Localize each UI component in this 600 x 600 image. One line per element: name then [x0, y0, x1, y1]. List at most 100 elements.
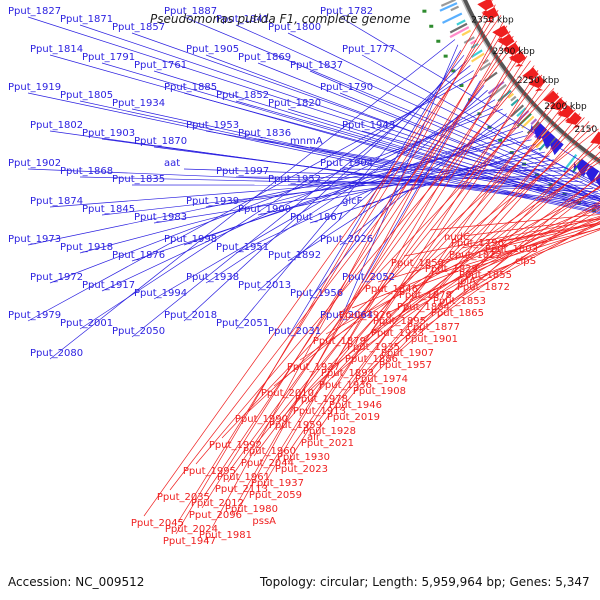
- gene-label-minus: Pput_1936: [319, 380, 372, 391]
- minus-label-line: [177, 9, 499, 523]
- gene-label-minus: pssA: [252, 516, 276, 527]
- minus-label-line: [203, 35, 514, 497]
- gene-label-minus: Pput_1937: [251, 478, 304, 489]
- minus-label-line: [437, 222, 600, 263]
- gene-label-minus: Pput_1927: [287, 362, 340, 373]
- backbone-highlight: [461, 0, 600, 166]
- gene-labels: Pput_1827Pput_1871Pput_1857Pput_1887Pput…: [8, 6, 538, 547]
- gene-label-minus: Pput_1978: [295, 394, 348, 405]
- gene-label-minus: Pput_1913: [293, 406, 346, 417]
- feature-bar: [442, 12, 463, 24]
- gene-label-minus: Pput_2021: [301, 438, 354, 449]
- gene-label-minus: lolA: [457, 276, 476, 287]
- gene-label-minus: Pput_1877: [407, 322, 460, 333]
- minus-label-line: [391, 173, 600, 359]
- gene-label-minus: Pput_1947: [163, 536, 216, 547]
- gene-label-minus: Pput_1959: [269, 420, 322, 431]
- gene-label-plus: Pput_1953: [186, 120, 239, 131]
- gene-label-plus: Pput_1852: [216, 90, 269, 101]
- plus-label-line: [153, 146, 600, 205]
- scale-label: 2150 kbp: [574, 125, 600, 135]
- gene-label-minus: Pput_1930: [277, 452, 330, 463]
- minus-strand-gene: [497, 33, 515, 50]
- minus-label-line: [313, 92, 559, 437]
- backbone-ring: [461, 0, 600, 166]
- gene-label-plus: Pput_1938: [186, 272, 239, 283]
- gene-label-minus: Pput_1901: [405, 334, 458, 345]
- minus-label-line: [497, 223, 600, 243]
- plus-label-line: [309, 70, 600, 198]
- gene-label-plus: Pput_1983: [134, 212, 187, 223]
- gene-label-minus: Pput_2044: [241, 458, 294, 469]
- gene-label-plus: Pput_1917: [82, 280, 135, 291]
- gene-label-plus: Pput_2051: [216, 318, 269, 329]
- gene-label-plus: Pput_1827: [8, 6, 61, 17]
- gc-mark: [436, 39, 441, 43]
- feature-bar: [439, 2, 458, 12]
- gene-label-minus: Pput_1980: [225, 504, 278, 515]
- feature-bar: [510, 104, 525, 118]
- minus-label-line: [255, 83, 551, 445]
- gene-label-plus: Pput_1892: [268, 250, 321, 261]
- gene-label-minus: Pput_2023: [275, 464, 328, 475]
- feature-bar: [463, 36, 475, 44]
- gc-mark: [429, 24, 434, 28]
- minus-label-line: [417, 202, 600, 333]
- feature-bar: [440, 0, 456, 7]
- plus-label-line: [235, 176, 578, 179]
- gene-label-minus: Pput_1960: [243, 446, 296, 457]
- minus-strand-gene: [528, 75, 546, 92]
- feature-bar: [516, 107, 527, 117]
- gene-label-plus: Pput_1876: [112, 250, 165, 261]
- feature-bar: [449, 22, 468, 34]
- gene-label-plus: Pput_2031: [268, 326, 321, 337]
- minus-label-line: [261, 45, 521, 489]
- minus-label-line: [169, 40, 517, 491]
- gc-mark: [459, 83, 464, 87]
- gene-label-plus: Pput_1869: [238, 52, 291, 63]
- gene-label-minus: Pput_1946: [329, 400, 382, 411]
- scale-label: 2200 kbp: [544, 102, 587, 112]
- feature-bar: [450, 5, 460, 12]
- gene-label-plus: Pput_1994: [134, 288, 187, 299]
- gene-label-plus: Pput_1900: [238, 204, 291, 215]
- gene-label-plus: Pput_1887: [164, 6, 217, 17]
- gene-label-minus: alr: [307, 432, 321, 443]
- gene-label-plus: Pput_2013: [238, 280, 291, 291]
- minus-label-line: [237, 30, 511, 503]
- minus-label-line: [201, 25, 508, 509]
- minus-label-line: [435, 223, 600, 275]
- topology-label: Topology: circular; Length: 5,959,964 bp…: [259, 575, 590, 589]
- gene-label-minus: Pput_1961: [217, 472, 270, 483]
- plus-label-line: [49, 167, 564, 208]
- scale-label: 2300 kbp: [492, 47, 535, 57]
- gene-label-plus: Pput_1885: [164, 82, 217, 93]
- plus-label-line: [79, 176, 593, 189]
- plus-label-line: [309, 147, 541, 224]
- minus-strand-gene: [503, 42, 521, 58]
- minus-label-line: [461, 222, 600, 249]
- gene-label-minus: Pput_1895: [373, 316, 426, 327]
- gene-label-plus: Pput_1871: [60, 14, 113, 25]
- gene-label-plus: glcF: [342, 196, 363, 207]
- gene-label-minus: Pput_1879: [313, 336, 366, 347]
- minus-label-line: [175, 0, 493, 535]
- plus-label-line: [27, 75, 478, 322]
- minus-label-line: [495, 228, 600, 255]
- gene-label-minus: Pput_1796: [451, 238, 504, 249]
- gene-label-plus: Pput_1979: [8, 310, 61, 321]
- gene-label-plus: Pput_1919: [8, 82, 61, 93]
- gene-label-minus: Pput_1850: [391, 258, 444, 269]
- gene-label-minus: clpS: [515, 256, 536, 267]
- gene-label-minus: Pput_1884: [397, 302, 450, 313]
- gene-label-plus: Pput_1761: [134, 60, 187, 71]
- scale-label: 2250 kbp: [517, 76, 560, 86]
- minus-label-line: [393, 185, 600, 347]
- scale-label: 2350 kbp: [471, 16, 514, 26]
- gene-label-minus: Pput_1990: [235, 414, 288, 425]
- plus-label-line: [287, 32, 600, 185]
- minus-label-line: [235, 20, 505, 515]
- minus-label-line: [341, 121, 590, 399]
- minus-label-line: [429, 214, 600, 231]
